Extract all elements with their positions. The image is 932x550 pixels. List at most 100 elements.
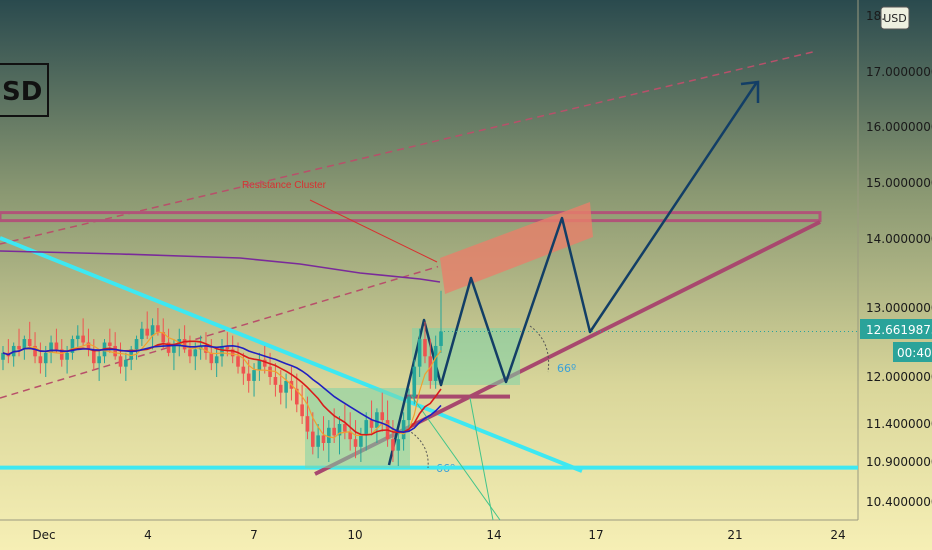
candle-body: [113, 345, 117, 357]
candle-body: [118, 356, 123, 367]
candle-body: [59, 349, 64, 360]
candle-up: [412, 359, 417, 405]
candle-body: [439, 331, 443, 346]
candle-body: [236, 356, 240, 367]
angle-arc-upper: [529, 325, 550, 373]
candle-body: [332, 427, 336, 436]
candle-body: [150, 325, 155, 336]
y-tick-label: 16.0000000: [866, 120, 932, 134]
candle-up: [49, 335, 53, 364]
candle-body: [92, 349, 96, 364]
candle-body: [401, 420, 406, 440]
candle-up: [316, 424, 320, 459]
candle-up: [433, 335, 438, 389]
last-price-tag: 12.6619873: [860, 319, 932, 339]
candle-down: [182, 325, 187, 353]
candle-down: [262, 345, 267, 374]
candle-body: [38, 356, 43, 364]
channel-upper-dashed-line: [0, 50, 816, 245]
candle-body: [375, 412, 379, 428]
candle-body: [108, 342, 112, 346]
candle-body: [161, 332, 166, 343]
candle-body: [81, 335, 85, 343]
candle-down: [321, 416, 326, 451]
y-tick-label: 13.0000000: [866, 301, 932, 315]
candle-body: [182, 339, 187, 350]
candle-down: [311, 412, 315, 455]
candle-body: [49, 342, 53, 353]
candle-down: [156, 308, 160, 336]
candle-body: [343, 424, 347, 432]
candle-body: [359, 435, 363, 447]
drawing-layer: [0, 50, 858, 521]
resistance-cluster-label: Resistance Cluster: [242, 180, 327, 191]
candle-body: [225, 345, 230, 350]
candle-down: [118, 342, 123, 374]
y-tick-label: 17.0000000: [866, 65, 932, 79]
angle-arc-lower: [407, 429, 429, 469]
y-tick-label: 10.9000000: [866, 455, 932, 469]
candle-down: [294, 373, 299, 413]
x-tick-label: 14: [486, 528, 501, 542]
candle-body: [417, 339, 422, 367]
candle-body: [65, 352, 69, 360]
candle-down: [225, 332, 230, 357]
candle-down: [391, 420, 395, 462]
candle-down: [230, 335, 235, 364]
countdown-tag: 00:40: [893, 342, 932, 362]
candle-down: [38, 342, 43, 374]
candle-down: [59, 339, 64, 367]
candle-down: [209, 339, 214, 371]
candle-body: [278, 384, 283, 393]
last-price-value: 12.6619873: [866, 323, 932, 337]
candle-body: [241, 366, 246, 374]
candle-body: [294, 388, 299, 405]
candle-body: [204, 345, 208, 353]
x-tick-label: 4: [144, 528, 152, 542]
candle-body: [396, 439, 401, 451]
minor-support-line: [406, 394, 510, 399]
candle-body: [17, 345, 21, 350]
candle-body: [423, 339, 427, 357]
candle-body: [97, 356, 101, 364]
candle-body: [188, 349, 192, 357]
resistance-pointer-line: [309, 199, 438, 263]
candle-body: [27, 339, 32, 346]
candle-up: [134, 335, 139, 360]
candle-down: [428, 339, 433, 389]
candle-body: [166, 342, 171, 353]
candle-body: [156, 325, 160, 333]
candle-down: [92, 339, 96, 371]
candle-body: [348, 431, 352, 440]
candle-body: [327, 427, 331, 443]
candle-body: [273, 377, 278, 385]
candle-up: [97, 349, 101, 381]
candle-body: [209, 352, 214, 364]
candle-body: [129, 349, 133, 360]
candle-up: [257, 352, 262, 381]
y-tick-label: 12.0000000: [866, 370, 932, 384]
candle-body: [369, 420, 374, 428]
candle-body: [124, 359, 128, 367]
angle-label-upper: 66º: [557, 362, 576, 375]
candle-up: [375, 408, 379, 443]
y-tick-label: 11.4000000: [866, 417, 932, 431]
candle-up: [75, 325, 80, 350]
target-zone-lower: [305, 388, 410, 468]
candle-up: [327, 420, 331, 462]
candle-down: [113, 332, 117, 360]
candle-up: [337, 416, 342, 455]
candle-up: [396, 431, 401, 466]
candle-down: [81, 318, 85, 346]
candle-body: [412, 366, 417, 397]
candle-down: [188, 335, 192, 364]
candle-up: [22, 335, 27, 360]
candle-down: [353, 420, 358, 459]
candle-down: [423, 321, 427, 364]
candle-body: [321, 435, 326, 443]
moving-average-long: [0, 250, 441, 283]
candle-body: [172, 345, 176, 353]
candle-body: [54, 342, 59, 350]
currency-toggle-button[interactable]: USD: [880, 6, 910, 30]
